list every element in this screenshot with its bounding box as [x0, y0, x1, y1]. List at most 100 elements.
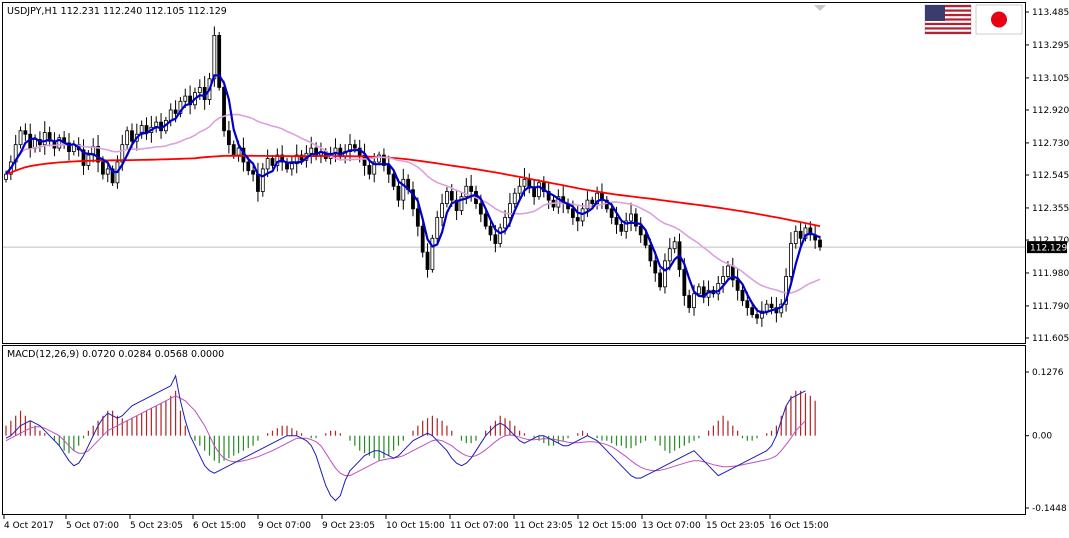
candle	[498, 223, 503, 248]
candle	[23, 123, 28, 141]
time-tick-label: 15 Oct 23:05	[706, 521, 765, 531]
candle	[629, 202, 633, 232]
time-tick-label: 6 Oct 15:00	[193, 521, 246, 531]
candle	[464, 178, 469, 205]
candle	[217, 31, 222, 91]
candle	[459, 191, 464, 216]
candle	[396, 178, 401, 207]
candle	[42, 121, 47, 155]
candle	[672, 236, 677, 254]
time-tick-label: 9 Oct 23:05	[322, 521, 375, 531]
macd-panel-frame	[2, 345, 1026, 515]
price-tick-label: 113.105	[1032, 74, 1069, 84]
candle	[18, 126, 23, 149]
symbol-header: USDJPY,H1 112.231 112.240 112.105 112.12…	[7, 6, 227, 17]
current-price-marker: 112.129	[1027, 241, 1067, 254]
candle	[512, 188, 517, 209]
price-tick-label: 112.355	[1032, 204, 1069, 214]
candle	[270, 155, 275, 169]
price-tick-label: 111.790	[1032, 302, 1069, 312]
price-tick-label: 113.485	[1032, 8, 1069, 18]
candle	[798, 222, 803, 247]
time-tick-label: 4 Oct 2017	[4, 521, 54, 531]
candle	[454, 189, 459, 221]
candle	[721, 265, 725, 293]
macd-signal-line	[5, 395, 806, 477]
candle	[57, 134, 62, 152]
candle	[280, 145, 285, 171]
candle	[401, 168, 406, 210]
main-plot	[3, 26, 1025, 327]
candle	[178, 97, 183, 118]
time-tick-label: 10 Oct 15:00	[386, 521, 445, 531]
chart-shift-marker-icon[interactable]	[814, 5, 826, 11]
candle	[793, 225, 798, 249]
candle	[663, 253, 667, 294]
candle	[382, 148, 386, 172]
candle	[440, 193, 444, 227]
candle	[289, 156, 294, 176]
time-tick-label: 11 Oct 23:05	[514, 521, 573, 531]
price-tick-label: 112.920	[1032, 106, 1069, 116]
candle	[638, 217, 643, 243]
price-axis: 113.485 113.295 113.105 112.920 112.730 112.5…	[1025, 8, 1069, 344]
time-tick-label: 5 Oct 07:00	[66, 521, 119, 531]
candle	[96, 135, 100, 173]
candle	[222, 80, 226, 137]
us-flag-icon	[924, 4, 972, 35]
candle	[624, 212, 629, 239]
candle	[604, 195, 609, 213]
candle	[294, 144, 299, 174]
time-tick-label: 16 Oct 15:00	[770, 521, 829, 531]
candle	[740, 284, 745, 306]
candle	[633, 208, 638, 232]
sma-slow-line	[5, 154, 821, 228]
price-tick-label: 112.545	[1032, 171, 1069, 181]
candle	[687, 289, 692, 313]
candle	[517, 178, 522, 201]
candle	[435, 210, 440, 245]
price-tick-label: 111.980	[1032, 269, 1069, 279]
candle	[667, 238, 672, 271]
candle	[488, 219, 493, 241]
candle	[260, 163, 265, 197]
candle	[67, 133, 71, 161]
time-tick-label: 12 Oct 15:00	[578, 521, 637, 531]
time-tick-label: 11 Oct 07:00	[450, 521, 509, 531]
candle	[125, 126, 130, 149]
price-tick-label: 112.170	[1032, 236, 1069, 246]
main-panel-frame	[2, 2, 1026, 344]
time-axis: 4 Oct 2017 5 Oct 07:00 5 Oct 23:05 6 Oct 15…	[3, 515, 829, 531]
candle	[556, 189, 561, 214]
candle	[818, 235, 822, 251]
candle	[643, 231, 648, 249]
japan-flag-icon	[975, 4, 1023, 35]
sma-mid-line	[5, 113, 821, 294]
candle	[275, 148, 280, 172]
candle	[110, 165, 115, 186]
candle	[377, 151, 381, 166]
sma-fast-line	[5, 74, 821, 315]
macd-plot	[5, 374, 816, 502]
candle	[483, 210, 488, 230]
candle	[367, 159, 372, 180]
candle	[784, 268, 788, 312]
time-tick-label: 9 Oct 07:00	[258, 521, 311, 531]
candle	[619, 219, 624, 236]
macd-tick-label: 0.00	[1032, 432, 1052, 442]
macd-axis: 0.1276 0.00 -0.1448	[1025, 368, 1067, 514]
time-tick-label: 5 Oct 23:05	[130, 521, 183, 531]
candle	[658, 268, 663, 291]
candle	[411, 181, 415, 217]
macd-header: MACD(12,26,9) 0.0720 0.0284 0.0568 0.000…	[7, 349, 224, 360]
macd-tick-label: -0.1448	[1032, 504, 1067, 514]
candle	[420, 220, 425, 258]
macd-main-line	[5, 374, 806, 502]
candle	[425, 243, 430, 278]
candle	[430, 234, 435, 273]
candle	[590, 196, 595, 207]
candle	[575, 206, 580, 232]
candle	[226, 121, 231, 154]
price-tick-label: 112.730	[1032, 139, 1069, 149]
